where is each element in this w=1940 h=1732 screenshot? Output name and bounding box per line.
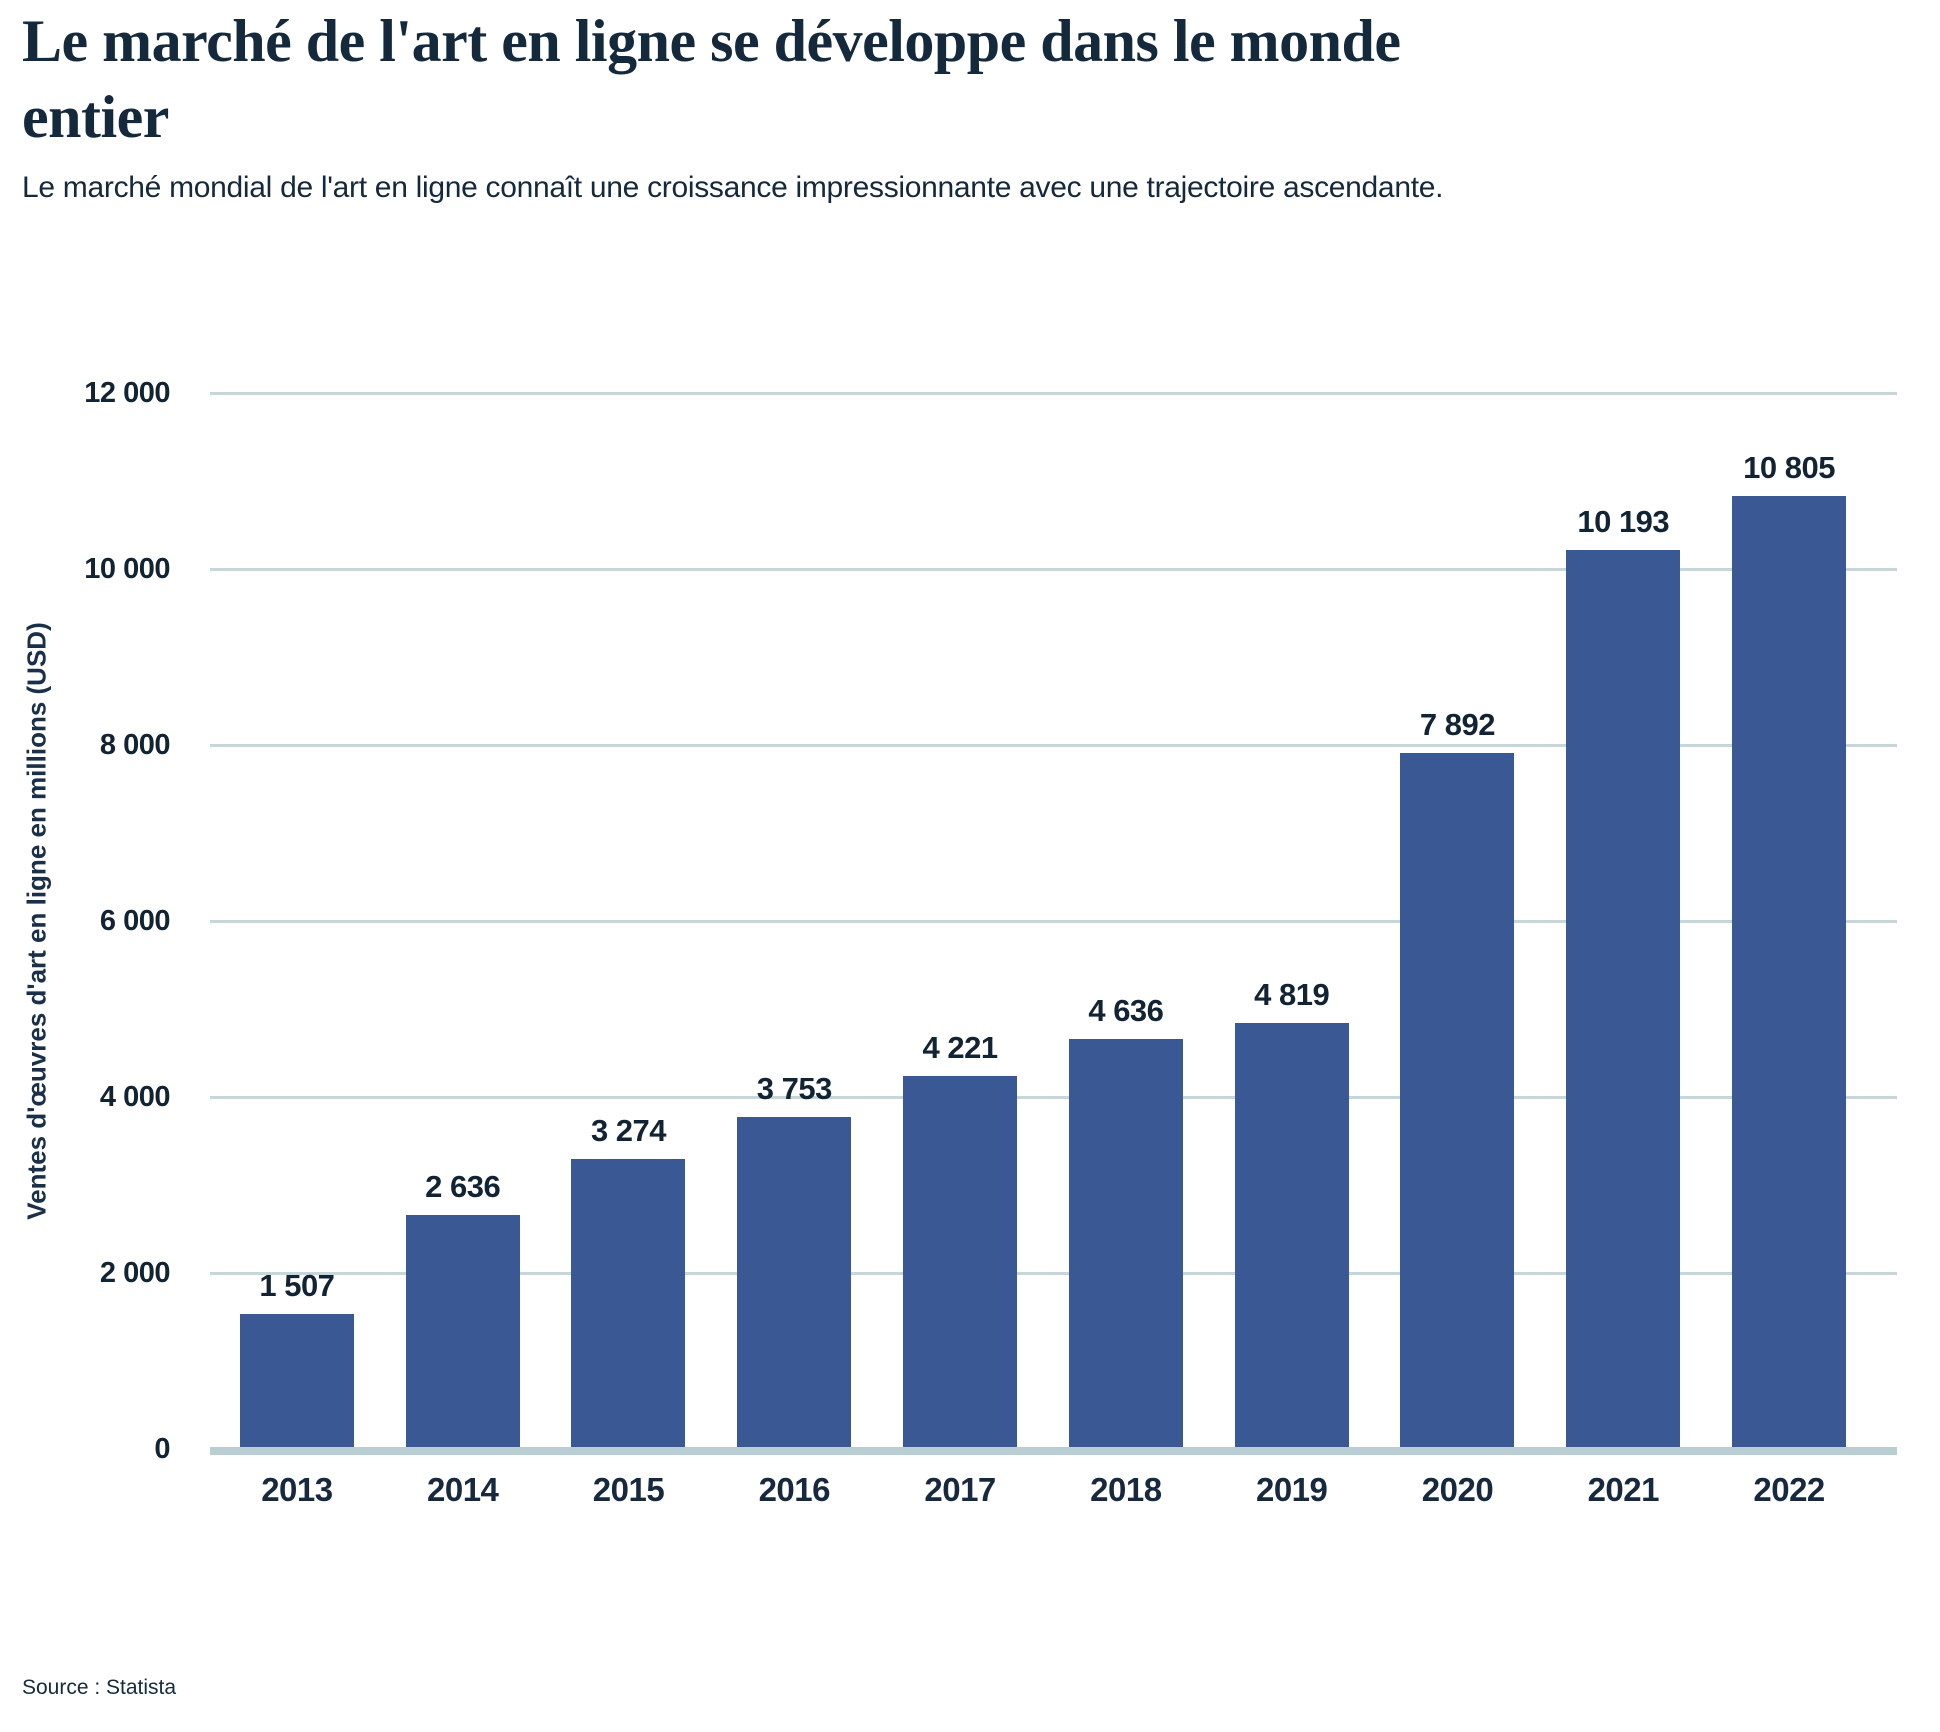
gridline [210, 392, 1897, 395]
source-note: Source : Statista [22, 1676, 177, 1699]
bar-value-label: 1 507 [259, 1268, 335, 1303]
bar [571, 1159, 686, 1447]
gridline [210, 920, 1897, 923]
bar-slot: 10 193 [1540, 393, 1706, 1447]
x-axis-label: 2019 [1255, 1471, 1328, 1508]
x-axis-label: 2021 [1587, 1471, 1660, 1508]
bar-slot: 4 636 [1043, 393, 1209, 1447]
y-tick-label: 4 000 [99, 1081, 171, 1113]
gridline [210, 1272, 1897, 1275]
y-tick-label: 8 000 [99, 729, 171, 761]
gridline [210, 1096, 1897, 1099]
x-axis-label: 2018 [1090, 1471, 1162, 1508]
y-tick-label: 2 000 [99, 1257, 171, 1289]
bar-slot: 2 636 [380, 393, 546, 1447]
bar-value-label: 4 819 [1254, 977, 1330, 1012]
gridline [210, 744, 1897, 747]
bar-value-label: 3 753 [756, 1071, 833, 1106]
bar [1566, 550, 1681, 1447]
x-axis-label: 2020 [1421, 1471, 1494, 1508]
x-axis-labels: 2013 2014 2015 2016 2017 2018 2019 2020 2021 2022 [214, 1471, 1872, 1509]
chart-header: Le marché de l'art en ligne se développe… [22, 4, 1902, 205]
gridline [210, 568, 1897, 571]
bar [1068, 1039, 1183, 1447]
bar [1234, 1023, 1349, 1447]
bar-value-label: 3 274 [590, 1113, 667, 1148]
bar [737, 1117, 852, 1447]
y-tick-label: 10 000 [84, 553, 170, 585]
bar-slot: 4 221 [877, 393, 1043, 1447]
bar-value-label: 4 221 [922, 1030, 999, 1065]
bar-value-label: 4 636 [1088, 993, 1164, 1028]
bar-slot: 7 892 [1375, 393, 1541, 1447]
bar [1400, 753, 1515, 1447]
x-axis-label: 2013 [261, 1471, 333, 1508]
bar-value-label: 2 636 [425, 1169, 501, 1204]
page-subtitle: Le marché mondial de l'art en ligne conn… [22, 171, 1444, 205]
plot-area [210, 392, 1897, 1455]
bar [239, 1314, 354, 1447]
bar [903, 1076, 1018, 1447]
bars-layer: 1 507 2 636 3 274 3 753 4 221 4 636 4 819 7 892… [214, 393, 1872, 1447]
y-tick-label: 12 000 [84, 377, 170, 409]
y-tick-label: 0 [154, 1433, 170, 1465]
x-axis-label: 2017 [924, 1471, 996, 1508]
bar-value-label: 10 805 [1743, 450, 1835, 485]
x-axis-baseline [210, 1447, 1897, 1455]
x-axis-label: 2014 [426, 1471, 499, 1508]
bar-slot: 3 274 [546, 393, 712, 1447]
bar-slot: 3 753 [711, 393, 877, 1447]
bar [1732, 496, 1847, 1447]
page-title: Le marché de l'art en ligne se développe… [22, 8, 1401, 150]
bar [405, 1215, 520, 1447]
x-axis-label: 2015 [592, 1471, 665, 1508]
bar-slot: 4 819 [1209, 393, 1375, 1447]
y-tick-label: 6 000 [99, 905, 171, 937]
bar-slot: 10 805 [1706, 393, 1872, 1447]
bar-value-label: 10 193 [1577, 504, 1670, 539]
bar-value-label: 7 892 [1419, 707, 1496, 742]
bar-slot: 1 507 [214, 393, 380, 1447]
x-axis-label: 2022 [1753, 1471, 1825, 1508]
x-axis-label: 2016 [758, 1471, 831, 1508]
